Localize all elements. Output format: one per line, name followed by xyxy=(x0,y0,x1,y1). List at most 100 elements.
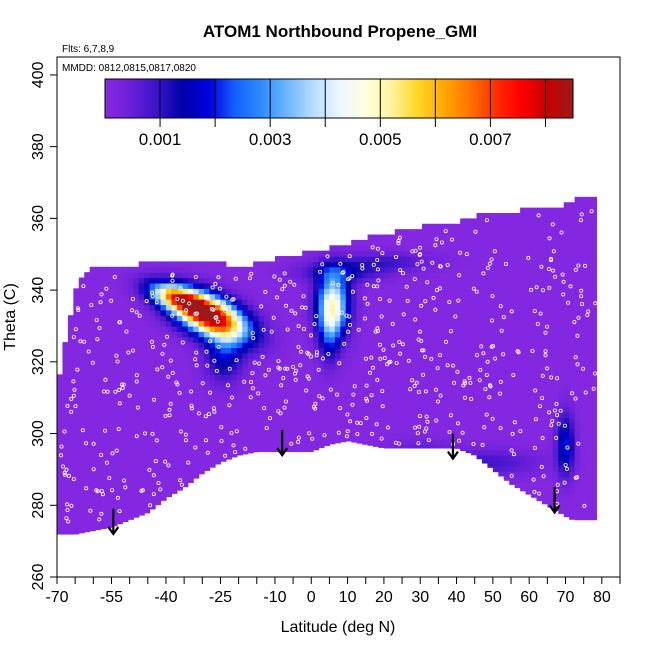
heatmap-cell xyxy=(525,299,532,306)
heatmap-cell xyxy=(481,223,489,230)
sample-point xyxy=(385,362,390,367)
heatmap-cell xyxy=(389,250,396,257)
sample-point xyxy=(283,366,288,371)
heatmap-cell xyxy=(73,460,80,467)
heatmap-cell xyxy=(307,320,314,327)
heatmap-cell xyxy=(547,492,554,499)
heatmap-cell xyxy=(106,422,113,429)
heatmap-cell xyxy=(133,288,140,295)
heatmap-cell xyxy=(231,336,238,343)
heatmap-cell xyxy=(100,508,107,515)
sample-point xyxy=(81,284,86,289)
heatmap-cell xyxy=(427,245,434,252)
heatmap-cell xyxy=(520,352,527,359)
heatmap-cell xyxy=(525,406,532,413)
heatmap-cell xyxy=(536,406,543,413)
heatmap-cell xyxy=(492,385,499,392)
heatmap-cell xyxy=(225,455,232,460)
heatmap-cell xyxy=(498,218,505,225)
heatmap-cell xyxy=(160,385,167,392)
heatmap-cell xyxy=(149,460,156,467)
heatmap-cell xyxy=(585,239,592,246)
heatmap-cell xyxy=(334,422,341,429)
heatmap-cell xyxy=(100,272,107,279)
heatmap-cell xyxy=(362,320,369,327)
heatmap-cell xyxy=(449,256,456,263)
heatmap-cell xyxy=(536,272,543,279)
heatmap-cell xyxy=(95,272,102,279)
heatmap-cell xyxy=(498,239,505,246)
heatmap-cell xyxy=(144,325,151,332)
heatmap-cell xyxy=(247,412,254,419)
sample-point xyxy=(180,340,185,345)
heatmap-cell xyxy=(198,412,205,419)
heatmap-cell xyxy=(509,417,516,424)
sample-point xyxy=(156,480,161,485)
sample-point xyxy=(469,396,474,401)
heatmap-cell xyxy=(443,320,450,327)
sample-point xyxy=(186,460,191,465)
heatmap-cell xyxy=(264,363,271,370)
heatmap-cell xyxy=(558,293,565,300)
heatmap-cell xyxy=(351,293,358,300)
heatmap-cell xyxy=(373,428,380,435)
heatmap-cell xyxy=(465,325,472,332)
heatmap-cell xyxy=(345,385,352,392)
heatmap-cell xyxy=(520,331,527,338)
sample-point xyxy=(350,402,355,407)
heatmap-cell xyxy=(394,433,401,440)
heatmap-cell xyxy=(492,229,499,236)
heatmap-cell xyxy=(449,342,456,349)
heatmap-cell xyxy=(323,325,331,332)
heatmap-cell xyxy=(182,261,189,268)
heatmap-cell xyxy=(307,433,314,440)
heatmap-cell xyxy=(400,428,407,435)
heatmap-cell xyxy=(476,369,483,375)
heatmap-cell xyxy=(383,315,390,322)
heatmap-cell xyxy=(405,239,412,246)
heatmap-cell xyxy=(541,229,548,236)
heatmap-cell xyxy=(454,390,461,397)
heatmap-cell xyxy=(253,374,260,381)
heatmap-cell xyxy=(476,250,483,257)
heatmap-cell xyxy=(106,444,113,451)
heatmap-cell xyxy=(514,379,521,386)
sample-point xyxy=(365,301,370,306)
heatmap-cell xyxy=(569,508,576,515)
heatmap-cell xyxy=(454,374,461,381)
heatmap-cell xyxy=(558,282,565,289)
heatmap-cell xyxy=(509,438,516,445)
heatmap-cell xyxy=(438,428,445,435)
heatmap-cell xyxy=(106,342,113,349)
sample-point xyxy=(482,425,487,430)
heatmap-cell xyxy=(569,433,576,440)
heatmap-cell xyxy=(427,229,434,236)
heatmap-cell xyxy=(460,347,467,354)
heatmap-cell xyxy=(574,374,581,381)
heatmap-cell xyxy=(378,406,385,413)
heatmap-cell xyxy=(460,449,467,452)
heatmap-cell xyxy=(514,282,521,289)
heatmap-cell xyxy=(236,385,243,392)
heatmap-cell xyxy=(503,369,510,375)
heatmap-cell xyxy=(525,277,532,284)
heatmap-cell xyxy=(547,218,554,225)
heatmap-cell xyxy=(487,331,494,338)
heatmap-cell xyxy=(291,347,298,354)
heatmap-cell xyxy=(411,320,418,327)
heatmap-cell xyxy=(514,229,521,236)
heatmap-cell xyxy=(225,422,232,429)
heatmap-cell xyxy=(454,336,461,343)
heatmap-cell xyxy=(318,401,325,408)
heatmap-cell xyxy=(590,213,597,219)
heatmap-cell xyxy=(318,304,325,311)
heatmap-cell xyxy=(569,417,576,424)
heatmap-cell xyxy=(471,331,478,338)
heatmap-cell xyxy=(367,309,374,316)
heatmap-cell xyxy=(285,395,292,402)
heatmap-cell xyxy=(274,422,281,429)
heatmap-cell xyxy=(465,374,472,381)
heatmap-cell xyxy=(231,352,238,359)
heatmap-cell xyxy=(215,449,222,456)
heatmap-cell xyxy=(574,309,581,316)
